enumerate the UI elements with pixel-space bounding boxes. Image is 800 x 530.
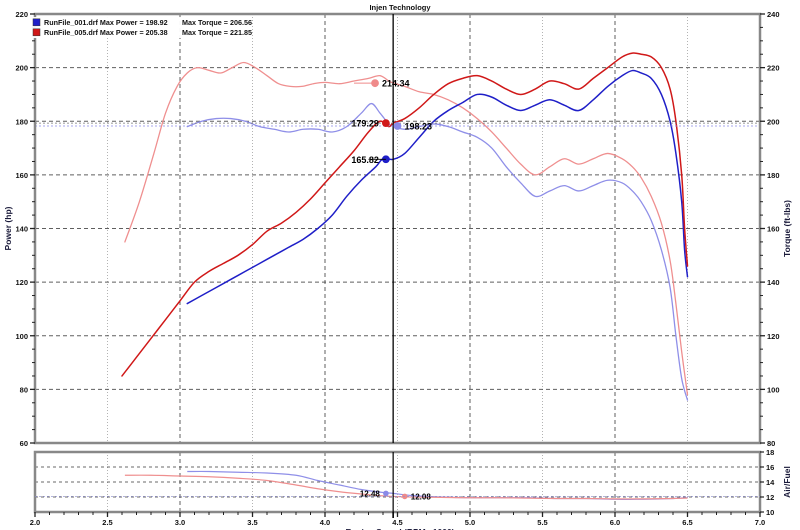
left-axis-tick-label: 60 bbox=[20, 439, 28, 448]
airfuel-tick-label: 18 bbox=[766, 448, 774, 457]
airfuel-tick-label: 14 bbox=[766, 478, 775, 487]
x-axis-tick-label: 5.0 bbox=[465, 518, 475, 527]
power-marker-run005[interactable] bbox=[382, 119, 390, 128]
torque-readout-run005: 214.34 bbox=[382, 79, 410, 89]
airfuel-tick-label: 12 bbox=[766, 493, 774, 502]
data-curve bbox=[186, 69, 689, 305]
main-gridlines bbox=[34, 14, 761, 443]
right-axis-tick-label: 200 bbox=[767, 117, 780, 126]
legend-torque: Max Torque = 221.85 bbox=[182, 28, 252, 37]
x-axis-tick-label: 4.5 bbox=[392, 518, 402, 527]
right-axis: 80 100 120 140 160 180 200 220 240 Torque (ft-lbs… bbox=[760, 10, 792, 448]
bottom-axis: 2.0 2.5 3.0 3.5 4.0 4.5 5.0 5.5 6.0 6.5 7.0 v _ 4,4… bbox=[30, 512, 765, 530]
airfuel-marker-run001[interactable] bbox=[383, 490, 389, 497]
left-axis-tick-label: 100 bbox=[15, 332, 28, 341]
left-axis-tick-label: 80 bbox=[20, 385, 28, 394]
cursor-rpm-overlay: v _ 4,470 bbox=[363, 528, 394, 530]
left-axis: 60 80 100 120 140 160 180 200 220 Power (hp) bbox=[3, 10, 35, 448]
right-axis-tick-label: 180 bbox=[767, 171, 780, 180]
left-axis-tick-label: 160 bbox=[15, 171, 28, 180]
main-curves bbox=[121, 52, 689, 401]
right-axis-tick-label: 140 bbox=[767, 278, 780, 287]
legend-swatch bbox=[32, 28, 41, 37]
x-axis-tick-label: 3.5 bbox=[247, 518, 257, 527]
data-curve bbox=[186, 102, 689, 401]
chart-title: Injen Technology bbox=[369, 3, 431, 12]
left-axis-tick-label: 220 bbox=[15, 10, 28, 19]
x-axis-title: Engine Speed (RPM x1000) bbox=[345, 527, 454, 530]
torque-readout-run001: 198.23 bbox=[405, 121, 433, 131]
legend-torque: Max Torque = 206.56 bbox=[182, 18, 252, 27]
airfuel-tick-label: 16 bbox=[766, 463, 774, 472]
data-curve bbox=[124, 61, 689, 396]
legend-file-and-power: RunFile_005.drf Max Power = 205.38 bbox=[44, 28, 168, 37]
airfuel-readout-run005: 12.08 bbox=[411, 492, 432, 501]
right-axis-tick-label: 160 bbox=[767, 225, 780, 234]
x-axis-tick-label: 6.5 bbox=[682, 518, 692, 527]
left-axis-title: Power (hp) bbox=[3, 206, 13, 250]
legend-swatch bbox=[32, 18, 41, 27]
right-axis-tick-label: 80 bbox=[767, 439, 775, 448]
legend-file-and-power: RunFile_001.drf Max Power = 198.92 bbox=[44, 18, 168, 27]
power-readout-run005: 179.29 bbox=[351, 119, 379, 129]
x-axis-tick-label: 6.0 bbox=[610, 518, 620, 527]
airfuel-axis-title: Air/Fuel bbox=[782, 466, 792, 498]
airfuel-axis: 10 12 14 16 18 Air/Fuel bbox=[760, 448, 792, 517]
right-axis-tick-label: 120 bbox=[767, 332, 780, 341]
data-curve bbox=[121, 52, 689, 377]
airfuel-tick-label: 10 bbox=[766, 508, 774, 517]
left-axis-tick-label: 200 bbox=[15, 64, 28, 73]
readout-guides bbox=[36, 122, 759, 127]
x-axis-tick-label: 4.0 bbox=[320, 518, 330, 527]
x-axis-tick-label: 2.5 bbox=[102, 518, 112, 527]
left-axis-tick-label: 140 bbox=[15, 225, 28, 234]
right-axis-tick-label: 240 bbox=[767, 10, 780, 19]
left-axis-tick-label: 120 bbox=[15, 278, 28, 287]
right-axis-title: Torque (ft-lbs) bbox=[782, 200, 792, 257]
legend: RunFile_001.drf Max Power = 198.92 Max To… bbox=[30, 17, 252, 38]
left-axis-tick-label: 180 bbox=[15, 117, 28, 126]
x-axis-tick-label: 7.0 bbox=[755, 518, 765, 527]
right-axis-tick-label: 220 bbox=[767, 64, 780, 73]
airfuel-readout-run001: 12.48 bbox=[360, 489, 381, 498]
power-readout-run001: 165.82 bbox=[351, 155, 379, 165]
x-axis-tick-label: 5.5 bbox=[537, 518, 547, 527]
right-axis-tick-label: 100 bbox=[767, 385, 780, 394]
x-axis-tick-label: 3.0 bbox=[175, 518, 185, 527]
torque-marker-run001[interactable] bbox=[393, 122, 402, 130]
x-axis-tick-label: 2.0 bbox=[30, 518, 40, 527]
